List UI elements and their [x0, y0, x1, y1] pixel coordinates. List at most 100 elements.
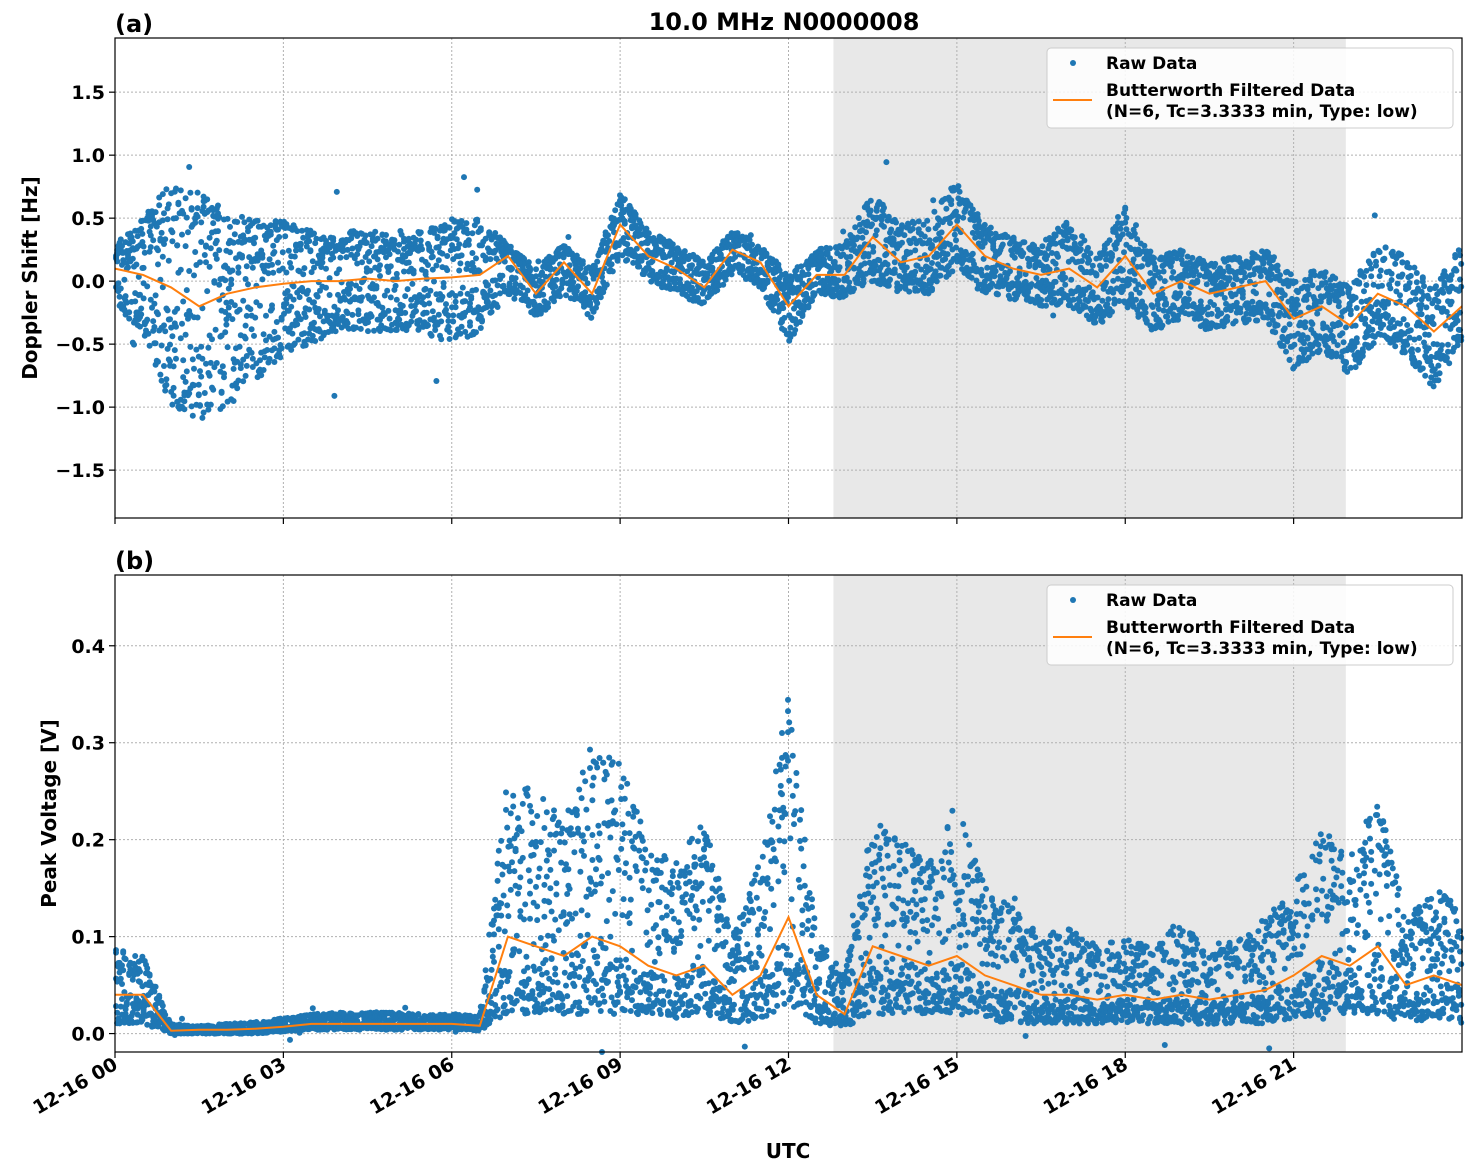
raw-data-point — [446, 336, 453, 342]
raw-data-point — [141, 249, 148, 256]
raw-data-point — [243, 312, 250, 319]
raw-data-point — [485, 292, 491, 299]
raw-data-point — [393, 296, 400, 303]
raw-data-point — [401, 268, 407, 275]
raw-data-point — [450, 318, 457, 325]
raw-data-point — [337, 254, 344, 261]
raw-data-point — [1112, 245, 1119, 252]
raw-data-point — [179, 231, 185, 238]
raw-data-point — [477, 325, 484, 331]
raw-data-point — [1404, 341, 1411, 348]
raw-data-point — [177, 187, 184, 194]
y-tick-label: 0.5 — [71, 208, 105, 230]
raw-data-point — [1237, 309, 1244, 316]
raw-data-point — [497, 290, 503, 297]
raw-data-point — [570, 279, 577, 286]
raw-data-point — [458, 252, 465, 259]
raw-data-point — [312, 338, 319, 344]
raw-data-point — [433, 262, 440, 269]
raw-data-point — [536, 302, 543, 309]
raw-data-point — [1413, 270, 1420, 276]
raw-data-point — [279, 265, 286, 272]
raw-data-point — [1400, 316, 1407, 323]
raw-data-point — [301, 330, 308, 337]
raw-data-point — [261, 354, 268, 361]
raw-data-point — [173, 185, 179, 192]
raw-data-point — [384, 287, 391, 294]
raw-data-point — [133, 261, 140, 268]
raw-data-point — [435, 244, 442, 250]
raw-data-point — [1421, 283, 1427, 290]
raw-data-point — [225, 312, 232, 319]
raw-data-point — [1443, 354, 1450, 361]
raw-data-point — [944, 251, 951, 258]
raw-data-point — [935, 222, 941, 229]
raw-data-point — [924, 217, 931, 224]
raw-data-point — [203, 360, 209, 367]
raw-data-point — [271, 359, 278, 365]
raw-data-point — [1404, 322, 1411, 328]
raw-data-point — [186, 390, 193, 397]
raw-data-point — [563, 292, 569, 299]
raw-data-point — [392, 282, 399, 289]
raw-data-point — [207, 359, 214, 366]
raw-data-point — [906, 288, 913, 295]
raw-data-point — [1221, 295, 1228, 301]
raw-data-point — [947, 220, 953, 227]
raw-data-point — [517, 290, 524, 296]
raw-data-point — [1375, 307, 1382, 314]
raw-data-point — [722, 276, 729, 283]
raw-data-point — [649, 258, 656, 265]
raw-data-point — [1361, 288, 1367, 295]
raw-data-point — [174, 242, 181, 249]
raw-data-point — [1287, 271, 1294, 278]
legend-filtered-label: Butterworth Filtered Data — [1106, 81, 1355, 101]
raw-data-point — [929, 285, 935, 292]
raw-data-point — [881, 212, 887, 219]
y-tick-label: 0.1 — [71, 927, 105, 949]
raw-data-point — [1052, 278, 1059, 285]
figure-title: 10.0 MHz N0000008 — [649, 8, 920, 36]
raw-data-point — [1430, 321, 1437, 328]
raw-data-point — [137, 291, 143, 298]
raw-data-point — [669, 241, 676, 248]
raw-data-point — [393, 327, 400, 333]
raw-data-point — [1122, 204, 1129, 211]
raw-data-point — [132, 953, 139, 959]
raw-data-point — [367, 267, 374, 274]
raw-data-point — [805, 271, 812, 278]
raw-data-point — [930, 197, 937, 204]
raw-data-point — [1062, 281, 1069, 288]
raw-data-point — [1159, 322, 1166, 329]
raw-data-point — [891, 259, 898, 266]
raw-data-point — [899, 239, 905, 246]
raw-data-point — [119, 261, 125, 268]
raw-data-point — [907, 249, 914, 256]
raw-data-point — [924, 256, 931, 263]
raw-data-point — [912, 247, 919, 254]
raw-data-point — [195, 392, 202, 399]
raw-data-point — [840, 228, 847, 235]
raw-data-point — [914, 287, 921, 294]
raw-data-point — [732, 254, 739, 260]
raw-data-point — [125, 264, 131, 271]
raw-data-point — [597, 294, 604, 301]
raw-data-point — [846, 279, 853, 286]
raw-data-point — [349, 245, 356, 252]
raw-data-point — [457, 290, 464, 297]
raw-data-point — [1079, 258, 1085, 264]
raw-data-point — [735, 242, 742, 249]
raw-data-point — [167, 341, 173, 348]
raw-data-point — [115, 280, 122, 287]
raw-data-point — [191, 365, 197, 372]
raw-data-point — [175, 201, 182, 208]
raw-data-point — [1315, 341, 1322, 348]
raw-data-point — [851, 242, 857, 249]
raw-data-point — [1458, 283, 1465, 290]
raw-data-point — [1224, 317, 1231, 324]
raw-data-point — [1406, 280, 1413, 286]
raw-data-point — [912, 268, 919, 275]
raw-data-point — [608, 261, 615, 268]
raw-data-point — [185, 229, 191, 236]
raw-data-point — [463, 220, 470, 227]
